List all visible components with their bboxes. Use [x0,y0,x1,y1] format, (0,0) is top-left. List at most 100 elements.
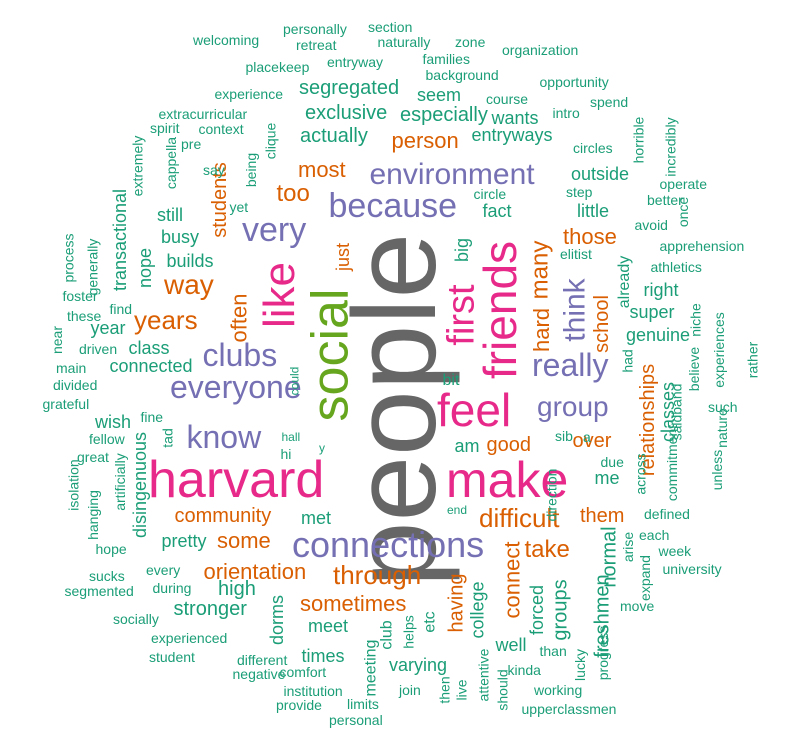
word-section: section [368,19,413,35]
word-direction: direction [542,468,559,522]
word-move: move [620,598,655,614]
word-entryway: entryway [327,54,384,70]
word-extremely: extremely [128,135,145,197]
word-college: college [467,581,488,639]
word-friends: friends [474,240,527,380]
word-some: some [217,528,271,553]
word-feel: feel [437,384,512,436]
word-had: had [619,349,636,373]
word-having: having [444,573,467,633]
word-hanging: hanging [84,490,101,540]
word-driven: driven [79,341,118,357]
word-builds: builds [166,251,214,271]
word-defined: defined [644,506,690,522]
word-week: week [658,543,692,559]
word-forced: forced [527,584,548,636]
word-live: live [453,679,470,701]
word-outside: outside [571,164,630,184]
word-right: right [643,280,679,300]
word-background: background [425,67,499,83]
word-cappella: cappella [163,136,180,190]
word-hi: hi [280,446,292,462]
word-student: student [149,649,195,665]
word-main: main [56,360,87,376]
word-way: way [164,269,214,300]
word-saidband: saidband [667,383,684,441]
word-groups: groups [549,579,572,641]
word-met: met [301,508,332,528]
word-experiences: experiences [710,312,727,388]
word-hard: hard [529,307,555,353]
word-believe: believe [686,346,703,392]
word-super: super [629,302,675,322]
word-every: every [146,562,181,578]
word-join: join [399,682,421,698]
word-due: due [600,454,624,470]
word-attentive: attentive [474,648,491,702]
word-organization: organization [502,42,579,58]
word-these: these [67,308,102,324]
word-sucks: sucks [89,568,125,584]
word-could: could [286,366,301,396]
word-course: course [486,91,529,107]
word-nope: nope [135,247,156,289]
word-such: such [708,399,738,415]
word-club: club [378,620,396,650]
word-dorms: dorms [267,594,288,646]
word-institution: institution [283,683,343,699]
word-each: each [639,527,670,543]
word-already: already [616,255,634,309]
word-foster: foster [62,288,98,304]
word-great: great [77,449,109,465]
word-incredibly: incredibly [662,117,679,177]
word-find: find [109,301,133,317]
word-y: y [319,441,325,455]
word-place: place [245,59,279,75]
word-apprehension: apprehension [659,238,745,254]
word-genuine: genuine [626,325,691,345]
word-working: working [534,682,583,698]
word-just: just [333,242,354,272]
word-naturally: naturally [377,34,431,50]
word-spirit: spirit [150,120,180,136]
word-then: then [436,676,453,704]
word-clubs: clubs [202,337,278,373]
word-know: know [186,419,262,455]
word-entryways: entryways [471,125,553,145]
word-sib: sib [555,428,573,444]
word-environment: environment [369,158,535,191]
word-very: very [242,211,307,249]
word-meeting: meeting [361,639,379,697]
word-class: class [128,338,170,358]
word-segregated: segregated [299,77,400,99]
word-context: context [198,121,244,137]
word-most: most [298,157,346,182]
word-make: make [446,452,569,508]
word-like: like [255,261,305,329]
word-step: step [566,184,593,200]
word-personally: personally [283,21,347,37]
word-expand: expand [636,555,653,601]
word-than: than [539,643,567,659]
word-progress: progress [595,625,612,681]
word-socially: socially [113,611,159,627]
word-a: a [583,429,591,445]
word-normal: normal [598,526,621,588]
word-through: through [333,560,422,590]
word-difficult: difficult [479,503,560,533]
word-fellow: fellow [89,431,125,447]
word-hall: hall [281,430,301,444]
word-experience: experience [214,86,284,102]
word-big: big [452,237,473,263]
word-social: social [300,288,359,422]
word-grateful: grateful [42,396,90,412]
word-tad: tad [159,428,176,448]
word-over: over [572,430,612,452]
word-process: process [60,233,77,283]
word-spend: spend [590,94,629,110]
word-fact: fact [482,201,512,221]
word-divided: divided [53,377,98,393]
word-isolation: isolation [65,459,82,511]
word-being: being [243,152,260,188]
